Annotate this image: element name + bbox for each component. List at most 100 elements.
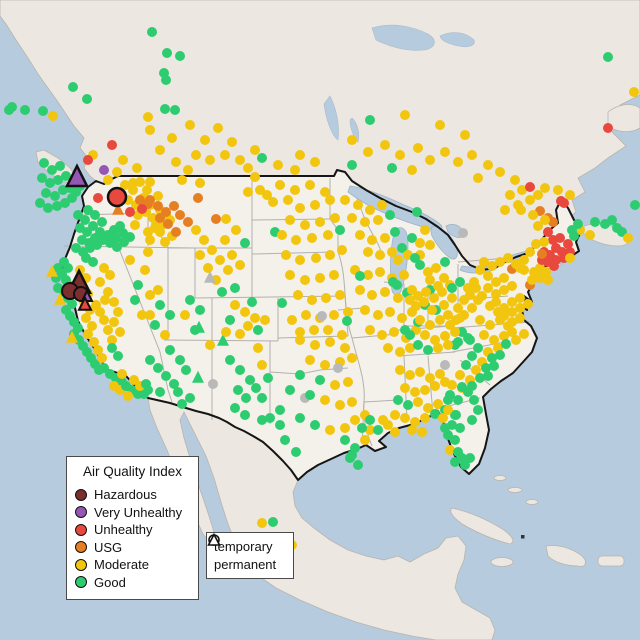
aqi-station-marker[interactable] bbox=[623, 233, 633, 243]
aqi-station-marker[interactable] bbox=[112, 242, 122, 252]
aqi-station-marker[interactable] bbox=[285, 385, 295, 395]
aqi-station-marker[interactable] bbox=[160, 330, 170, 340]
aqi-station-marker[interactable] bbox=[537, 249, 547, 259]
aqi-station-marker[interactable] bbox=[367, 290, 377, 300]
aqi-station-marker[interactable] bbox=[99, 165, 109, 175]
aqi-station-marker[interactable] bbox=[227, 137, 237, 147]
aqi-station-marker[interactable] bbox=[113, 307, 123, 317]
aqi-station-marker[interactable] bbox=[433, 343, 443, 353]
aqi-station-marker[interactable] bbox=[263, 373, 273, 383]
aqi-station-marker[interactable] bbox=[262, 190, 272, 200]
aqi-station-marker[interactable] bbox=[325, 195, 335, 205]
aqi-station-marker[interactable] bbox=[112, 167, 122, 177]
aqi-station-marker[interactable] bbox=[155, 300, 165, 310]
aqi-station-marker[interactable] bbox=[377, 200, 387, 210]
aqi-station-marker[interactable] bbox=[250, 145, 260, 155]
aqi-station-marker[interactable] bbox=[365, 415, 375, 425]
aqi-station-marker[interactable] bbox=[439, 273, 449, 283]
aqi-station-marker[interactable] bbox=[365, 425, 375, 435]
aqi-station-marker[interactable] bbox=[330, 213, 340, 223]
aqi-station-marker[interactable] bbox=[320, 187, 330, 197]
aqi-station-marker[interactable] bbox=[423, 267, 433, 277]
aqi-station-marker[interactable] bbox=[465, 453, 475, 463]
aqi-station-marker[interactable] bbox=[301, 310, 311, 320]
aqi-station-marker[interactable] bbox=[155, 145, 165, 155]
aqi-station-marker[interactable] bbox=[475, 315, 485, 325]
aqi-station-marker[interactable] bbox=[405, 343, 415, 353]
aqi-station-marker[interactable] bbox=[503, 253, 513, 263]
aqi-station-marker[interactable] bbox=[211, 214, 221, 224]
aqi-station-marker[interactable] bbox=[145, 290, 155, 300]
aqi-station-marker[interactable] bbox=[111, 233, 121, 243]
aqi-station-marker[interactable] bbox=[137, 204, 147, 214]
aqi-station-marker[interactable] bbox=[453, 303, 463, 313]
aqi-station-marker[interactable] bbox=[123, 391, 133, 401]
aqi-station-marker[interactable] bbox=[353, 200, 363, 210]
aqi-station-marker[interactable] bbox=[337, 330, 347, 340]
aqi-station-marker[interactable] bbox=[191, 150, 201, 160]
aqi-station-marker[interactable] bbox=[185, 295, 195, 305]
aqi-station-marker[interactable] bbox=[365, 325, 375, 335]
aqi-station-marker[interactable] bbox=[375, 267, 385, 277]
aqi-station-marker[interactable] bbox=[347, 135, 357, 145]
aqi-station-marker[interactable] bbox=[451, 410, 461, 420]
aqi-station-marker[interactable] bbox=[487, 353, 497, 363]
aqi-station-marker[interactable] bbox=[323, 325, 333, 335]
aqi-station-marker[interactable] bbox=[145, 125, 155, 135]
aqi-station-marker[interactable] bbox=[460, 130, 470, 140]
aqi-station-marker[interactable] bbox=[380, 287, 390, 297]
aqi-station-marker[interactable] bbox=[535, 273, 545, 283]
aqi-station-marker[interactable] bbox=[495, 167, 505, 177]
aqi-station-marker[interactable] bbox=[165, 345, 175, 355]
aqi-station-marker[interactable] bbox=[217, 333, 229, 346]
aqi-station-marker[interactable] bbox=[357, 423, 367, 433]
aqi-station-marker[interactable] bbox=[103, 325, 113, 335]
aqi-station-marker[interactable] bbox=[103, 287, 113, 297]
aqi-station-marker[interactable] bbox=[105, 270, 115, 280]
aqi-station-marker[interactable] bbox=[407, 425, 417, 435]
aqi-station-marker[interactable] bbox=[257, 393, 267, 403]
aqi-station-marker[interactable] bbox=[77, 295, 93, 311]
aqi-station-marker[interactable] bbox=[137, 310, 147, 320]
aqi-station-marker[interactable] bbox=[4, 105, 14, 115]
aqi-station-marker[interactable] bbox=[125, 207, 135, 217]
aqi-station-marker[interactable] bbox=[192, 370, 204, 383]
aqi-station-marker[interactable] bbox=[61, 171, 71, 181]
aqi-station-marker[interactable] bbox=[215, 255, 225, 265]
aqi-station-marker[interactable] bbox=[517, 185, 527, 195]
aqi-station-marker[interactable] bbox=[220, 150, 230, 160]
aqi-station-marker[interactable] bbox=[195, 250, 205, 260]
aqi-station-marker[interactable] bbox=[440, 331, 450, 341]
aqi-station-marker[interactable] bbox=[413, 397, 423, 407]
aqi-station-marker[interactable] bbox=[145, 355, 155, 365]
aqi-station-marker[interactable] bbox=[145, 195, 155, 205]
aqi-station-marker[interactable] bbox=[373, 310, 383, 320]
aqi-station-marker[interactable] bbox=[455, 313, 465, 323]
aqi-station-marker[interactable] bbox=[310, 157, 320, 167]
aqi-station-marker[interactable] bbox=[387, 247, 397, 257]
aqi-station-marker[interactable] bbox=[195, 178, 205, 188]
aqi-station-marker[interactable] bbox=[170, 105, 180, 115]
aqi-station-marker[interactable] bbox=[365, 115, 375, 125]
aqi-station-marker[interactable] bbox=[43, 203, 53, 213]
aqi-station-marker[interactable] bbox=[410, 417, 420, 427]
aqi-station-marker[interactable] bbox=[311, 253, 321, 263]
aqi-station-marker[interactable] bbox=[531, 239, 541, 249]
aqi-station-marker[interactable] bbox=[467, 351, 477, 361]
aqi-station-marker[interactable] bbox=[283, 195, 293, 205]
aqi-station-marker[interactable] bbox=[130, 220, 140, 230]
aqi-station-marker[interactable] bbox=[35, 198, 45, 208]
aqi-station-marker[interactable] bbox=[479, 330, 489, 340]
aqi-station-marker[interactable] bbox=[273, 160, 283, 170]
aqi-station-marker[interactable] bbox=[171, 157, 181, 167]
aqi-station-marker[interactable] bbox=[162, 48, 172, 58]
aqi-station-marker[interactable] bbox=[559, 198, 569, 208]
aqi-station-marker[interactable] bbox=[223, 265, 233, 275]
aqi-station-marker[interactable] bbox=[420, 330, 430, 340]
aqi-station-marker[interactable] bbox=[153, 191, 163, 201]
aqi-station-marker[interactable] bbox=[515, 303, 525, 313]
aqi-station-marker[interactable] bbox=[400, 413, 410, 423]
aqi-station-marker[interactable] bbox=[590, 217, 600, 227]
aqi-station-marker[interactable] bbox=[360, 305, 370, 315]
aqi-station-marker[interactable] bbox=[483, 283, 493, 293]
